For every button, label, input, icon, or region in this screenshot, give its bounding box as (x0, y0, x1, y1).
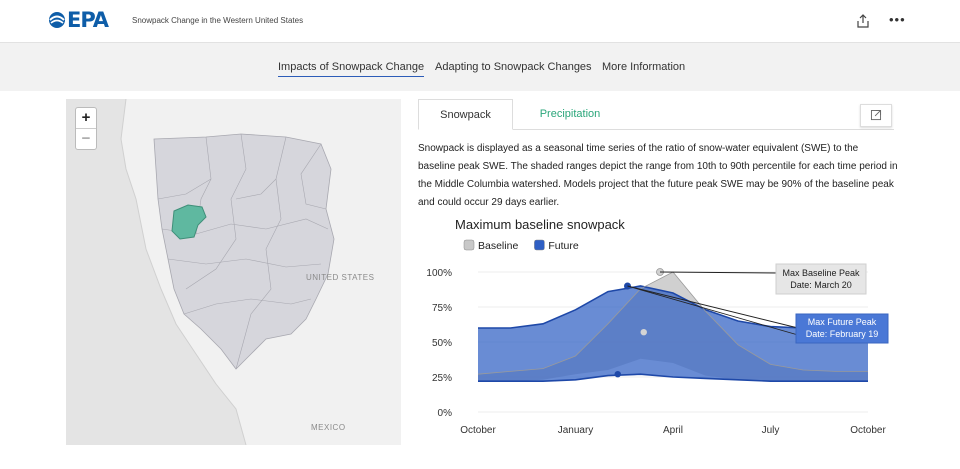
nav-more-info[interactable]: More Information (602, 61, 686, 73)
future-annotation-box (795, 313, 889, 344)
baseline-annotation-date: Date: March 20 (790, 280, 852, 290)
legend-label-future: Future (548, 240, 579, 252)
x-tick-label: January (558, 425, 594, 436)
top-bar: EPA Snowpack Change in the Western Unite… (0, 0, 960, 43)
panel-tabs: Snowpack Precipitation (418, 99, 894, 130)
baseline-median-marker (640, 329, 647, 336)
x-tick-label: October (850, 425, 886, 436)
epa-flower-icon (49, 12, 65, 28)
nav-impacts[interactable]: Impacts of Snowpack Change (278, 61, 425, 77)
more-options-icon[interactable]: ••• (889, 12, 906, 27)
tab-snowpack[interactable]: Snowpack (418, 99, 513, 130)
middle-columbia-watershed[interactable] (171, 204, 207, 240)
zoom-control: + − (75, 107, 97, 150)
map-label-mexico: MEXICO (311, 423, 346, 432)
map-canvas[interactable] (66, 99, 401, 445)
watershed-map[interactable]: + − UNITED STATES MEXICO (66, 99, 401, 445)
chart-title: Maximum baseline snowpack (455, 217, 625, 232)
y-tick-label: 0% (438, 408, 453, 419)
snowpack-description: Snowpack is displayed as a seasonal time… (418, 143, 898, 208)
future-annotation-line-1 (627, 285, 799, 329)
chart-svg[interactable]: Maximum baseline snowpack Baseline Future 0… (418, 213, 898, 445)
y-tick-label: 25% (432, 373, 452, 384)
epa-logo[interactable]: EPA (48, 8, 109, 32)
y-tick-label: 50% (432, 338, 452, 349)
open-external-icon[interactable] (860, 104, 892, 127)
future-annotation-line-2 (627, 285, 799, 336)
nav-adapting[interactable]: Adapting to Snowpack Changes (435, 61, 592, 73)
future-annotation-date: Date: February 19 (806, 329, 879, 339)
nav-bar: Impacts of Snowpack Change Adapting to S… (0, 43, 960, 91)
y-tick-label: 75% (432, 303, 452, 314)
x-tick-label: April (663, 425, 683, 436)
future-lower-line (478, 373, 868, 382)
snowpack-chart[interactable]: Maximum baseline snowpack Baseline Future 0… (418, 213, 898, 445)
share-icon[interactable] (855, 13, 871, 29)
baseline-annotation-title: Max Baseline Peak (782, 268, 860, 278)
legend-swatch-baseline (463, 239, 475, 251)
watershed-regions[interactable] (153, 133, 335, 370)
future-annotation-title: Max Future Peak (808, 317, 877, 327)
x-tick-label: October (460, 425, 496, 436)
tab-precipitation[interactable]: Precipitation (539, 108, 601, 120)
y-tick-label: 100% (426, 268, 452, 279)
baseline-annotation-line (659, 271, 779, 274)
app-title: Snowpack Change in the Western United St… (132, 16, 304, 25)
zoom-out-button[interactable]: − (81, 130, 91, 147)
map-label-united-states: UNITED STATES (306, 273, 375, 282)
future-low-marker (614, 371, 621, 378)
zoom-in-button[interactable]: + (76, 108, 96, 129)
legend-label-baseline: Baseline (478, 240, 518, 252)
x-tick-label: July (762, 425, 780, 436)
legend-swatch-future (534, 239, 545, 251)
baseline-annotation-box (775, 263, 867, 295)
epa-logo-text: EPA (67, 8, 109, 32)
